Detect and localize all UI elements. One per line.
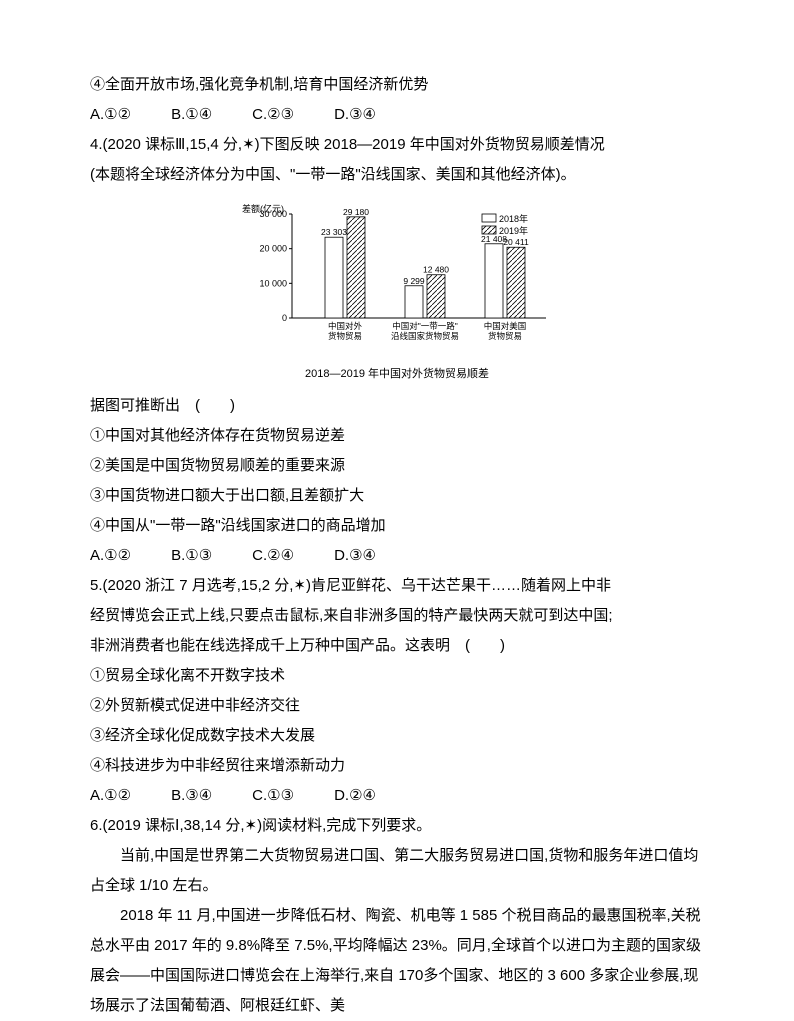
q3-opt-d: D.③④ [334,100,376,130]
q5-stem-1: 5.(2020 浙江 7 月选考,15,2 分,✶)肯尼亚鲜花、乌干达芒果干……… [90,571,704,601]
q6-stem: 6.(2019 课标Ⅰ,38,14 分,✶)阅读材料,完成下列要求。 [90,811,704,841]
svg-text:9 299: 9 299 [403,276,425,286]
q4-chart: 顺差额(亿元)010 00020 00030 0002018年2019年23 3… [242,200,552,385]
q4-opt-b: B.①③ [171,541,212,571]
q4-s2: ②美国是中国货物贸易顺差的重要来源 [90,451,704,481]
svg-text:23 303: 23 303 [321,227,347,237]
q3-statement-4: ④全面开放市场,强化竞争机制,培育中国经济新优势 [90,70,704,100]
svg-text:0: 0 [282,313,287,323]
q5-options: A.①② B.③④ C.①③ D.②④ [90,781,704,811]
svg-text:货物贸易: 货物贸易 [328,331,362,341]
svg-text:中国对美国: 中国对美国 [484,321,527,331]
q5-s4: ④科技进步为中非经贸往来增添新动力 [90,751,704,781]
q5-stem-2: 经贸博览会正式上线,只要点击鼠标,来自非洲多国的特产最快两天就可到达中国; [90,601,704,631]
svg-text:货物贸易: 货物贸易 [488,331,522,341]
q3-options: A.①② B.①④ C.②③ D.③④ [90,100,704,130]
q4-chart-container: 顺差额(亿元)010 00020 00030 0002018年2019年23 3… [90,200,704,385]
svg-text:2018年: 2018年 [499,213,528,224]
q4-s3: ③中国货物进口额大于出口额,且差额扩大 [90,481,704,511]
svg-text:中国对外: 中国对外 [328,321,363,331]
q5-s1: ①贸易全球化离不开数字技术 [90,661,704,691]
svg-text:中国对"一带一路": 中国对"一带一路" [392,321,458,331]
q6-p2: 2018 年 11 月,中国进一步降低石材、陶瓷、机电等 1 585 个税目商品… [90,901,704,1021]
q5-opt-d: D.②④ [334,781,376,811]
q4-options: A.①② B.①③ C.②④ D.③④ [90,541,704,571]
q4-stem-2: (本题将全球经济体分为中国、"一带一路"沿线国家、美国和其他经济体)。 [90,160,704,190]
q5-s3: ③经济全球化促成数字技术大发展 [90,721,704,751]
q3-opt-a: A.①② [90,100,131,130]
svg-text:30 000: 30 000 [259,209,287,219]
q3-opt-b: B.①④ [171,100,212,130]
svg-text:20 411: 20 411 [503,237,529,247]
svg-text:12 480: 12 480 [423,265,449,275]
bar-chart-svg: 顺差额(亿元)010 00020 00030 0002018年2019年23 3… [242,200,552,350]
q3-opt-c: C.②③ [252,100,294,130]
svg-text:20 000: 20 000 [259,244,287,254]
svg-text:10 000: 10 000 [259,278,287,288]
q5-opt-c: C.①③ [252,781,294,811]
q4-opt-d: D.③④ [334,541,376,571]
q4-lead: 据图可推断出 ( ) [90,391,704,421]
q4-opt-c: C.②④ [252,541,294,571]
q4-chart-caption: 2018—2019 年中国对外货物贸易顺差 [242,363,552,385]
q5-opt-a: A.①② [90,781,131,811]
svg-text:沿线国家货物贸易: 沿线国家货物贸易 [391,331,459,341]
q6-p1: 当前,中国是世界第二大货物贸易进口国、第二大服务贸易进口国,货物和服务年进口值均… [90,841,704,901]
q5-s2: ②外贸新模式促进中非经济交往 [90,691,704,721]
q5-stem-3: 非洲消费者也能在线选择成千上万种中国产品。这表明 ( ) [90,631,704,661]
svg-text:29 180: 29 180 [343,207,369,217]
q4-stem-1: 4.(2020 课标Ⅲ,15,4 分,✶)下图反映 2018—2019 年中国对… [90,130,704,160]
q5-opt-b: B.③④ [171,781,212,811]
q4-s1: ①中国对其他经济体存在货物贸易逆差 [90,421,704,451]
q4-s4: ④中国从"一带一路"沿线国家进口的商品增加 [90,511,704,541]
q4-opt-a: A.①② [90,541,131,571]
